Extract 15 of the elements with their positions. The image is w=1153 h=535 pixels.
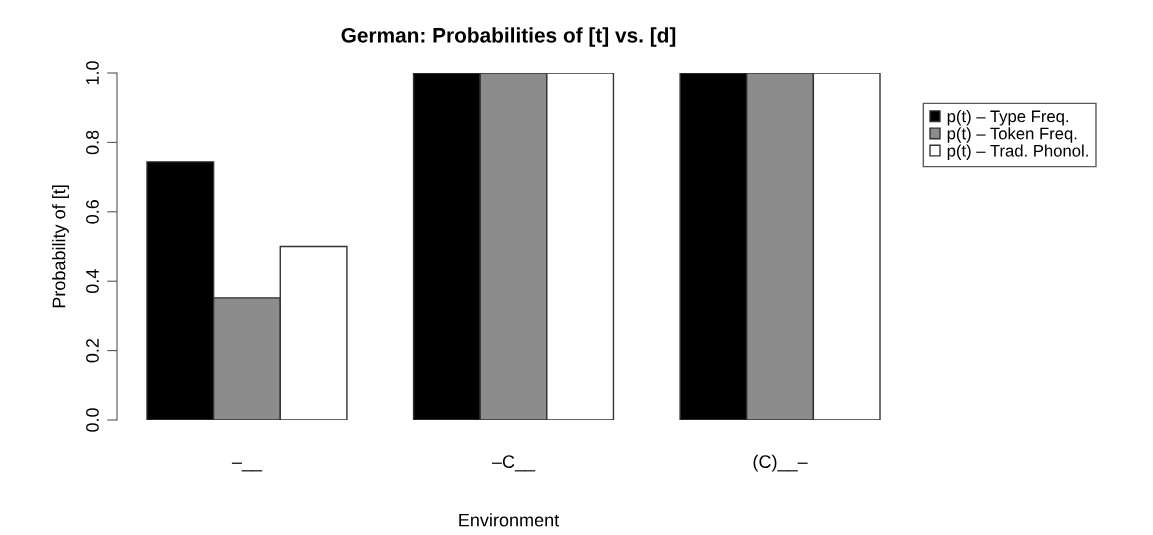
y-tick-label: 1.0	[86, 61, 99, 85]
x-tick-label: (C)__–	[753, 454, 808, 472]
x-axis-title: Environment	[459, 513, 560, 527]
y-tick-label: 0.6	[86, 200, 99, 224]
chart-title: German: Probabilities of [t] vs. [d]	[341, 27, 676, 47]
y-axis-title: Probability of [t]	[52, 185, 69, 308]
y-tick-label: 0.2	[86, 338, 99, 363]
x-tick-label: –C__	[491, 455, 536, 472]
legend-label: p(t) – Type Freq.	[947, 110, 1069, 126]
x-tick-label: –__	[231, 462, 263, 472]
legend-label: p(t) – Token Freq.	[947, 127, 1077, 143]
y-tick-label: 0.0	[86, 408, 99, 432]
y-tick-label: 0.8	[86, 130, 99, 155]
y-tick-label: 0.4	[86, 269, 99, 294]
legend-label: p(t) – Trad. Phonol.	[947, 144, 1088, 160]
